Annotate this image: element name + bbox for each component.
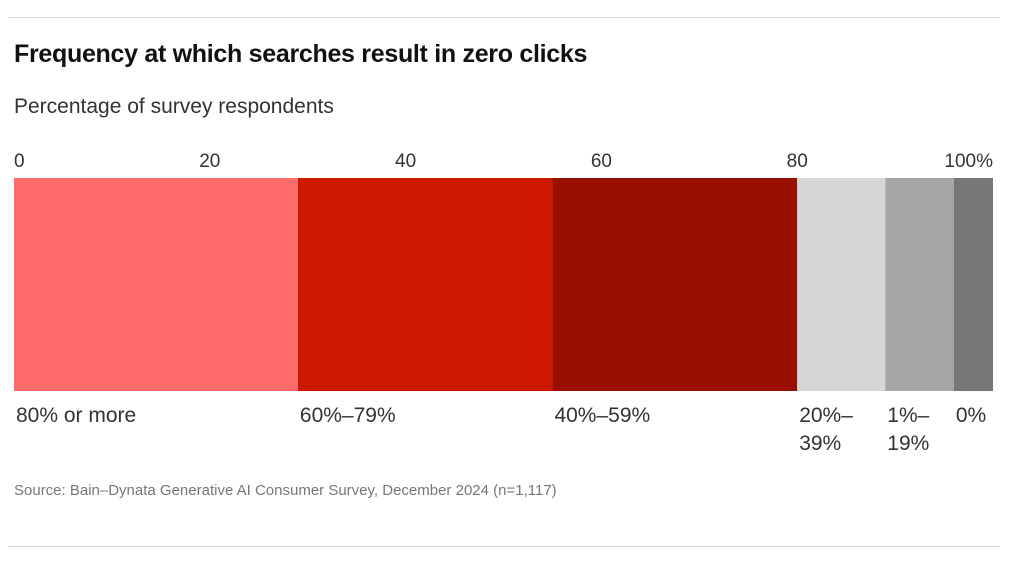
segment-label: 60%–79% xyxy=(300,404,396,427)
bar-segment-2 xyxy=(552,178,798,391)
x-tick-label: 80 xyxy=(787,151,808,172)
segment-label: 80% or more xyxy=(16,404,136,427)
bar-segment-3 xyxy=(797,178,886,391)
top-divider xyxy=(8,17,1000,18)
bottom-divider xyxy=(8,546,1000,547)
x-tick-label: 20 xyxy=(199,151,220,172)
x-tick-label: 60 xyxy=(591,151,612,172)
bar-segment-1 xyxy=(297,178,553,391)
x-tick-label: 40 xyxy=(395,151,416,172)
bar-segment-5 xyxy=(953,178,993,391)
segment-label: 40%–59% xyxy=(554,404,650,427)
segment-label: 0% xyxy=(956,404,986,427)
bar-segment-4 xyxy=(885,178,954,391)
x-tick-label: 0 xyxy=(14,151,25,172)
source-note: Source: Bain–Dynata Generative AI Consum… xyxy=(14,482,557,499)
segment-label: 20%– xyxy=(799,404,853,427)
segment-label: 19% xyxy=(887,432,929,455)
chart-title: Frequency at which searches result in ze… xyxy=(14,40,588,68)
segment-label: 1%– xyxy=(887,404,929,427)
segment-label: 39% xyxy=(799,432,841,455)
chart-subtitle: Percentage of survey respondents xyxy=(14,95,334,118)
bar-segment-0 xyxy=(14,178,298,391)
x-tick-label: 100% xyxy=(944,151,993,172)
